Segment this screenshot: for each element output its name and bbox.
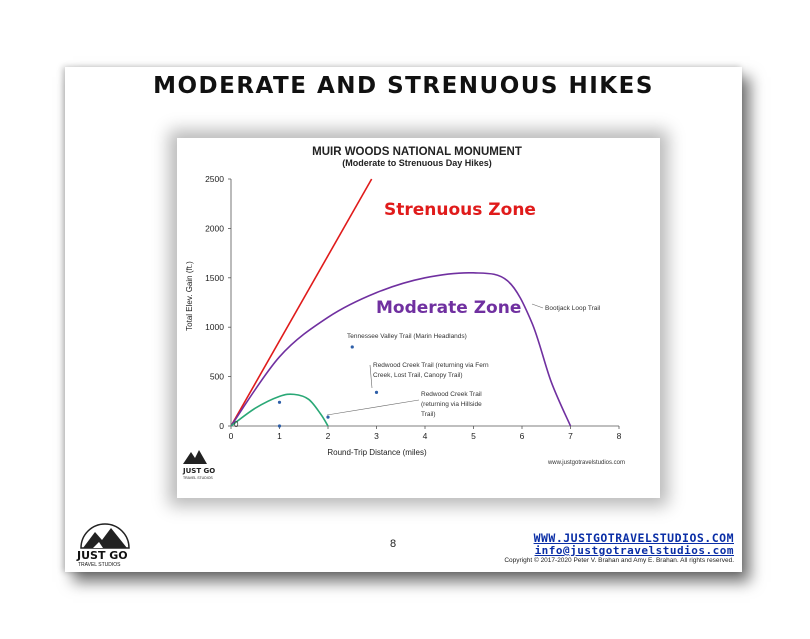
chart-logo-text: JUST GO bbox=[182, 467, 215, 475]
y-tick-label: 1000 bbox=[205, 322, 224, 332]
y-tick-label: 0 bbox=[219, 421, 224, 431]
redwood-fern-label: Redwood Creek Trail (returning via Fern … bbox=[373, 362, 490, 379]
chart-axes: 0 1 2 3 4 5 6 7 8 0 500 1000 1500 2000 2500 bbox=[205, 174, 622, 441]
x-tick-label: 6 bbox=[520, 431, 525, 441]
redwood-hillside-leader-line bbox=[326, 399, 420, 416]
y-tick-label: 2000 bbox=[205, 223, 224, 233]
origin-annotation: 0 bbox=[234, 420, 239, 429]
copyright-notice: Copyright © 2017-2020 Peter V. Brahan an… bbox=[504, 557, 734, 564]
y-tick-label: 2500 bbox=[205, 174, 224, 184]
hike-point bbox=[277, 424, 282, 428]
just-go-logo: JUST GO TRAVEL STUDIOS bbox=[76, 523, 130, 568]
logo-text: JUST GO bbox=[76, 549, 128, 562]
mountain-sun-icon bbox=[80, 523, 130, 549]
moderate-boundary-curve bbox=[230, 271, 572, 427]
x-tick-label: 3 bbox=[374, 431, 379, 441]
bootjack-loop-label: Bootjack Loop Trail bbox=[545, 305, 601, 312]
hike-point bbox=[350, 345, 354, 349]
y-tick-label: 1500 bbox=[205, 273, 224, 283]
hike-point bbox=[326, 415, 330, 419]
redwood-fern-leader-line bbox=[369, 364, 373, 389]
logo-subtext: TRAVEL STUDIOS bbox=[78, 562, 121, 568]
y-axis-label: Total Elev. Gain (ft.) bbox=[185, 261, 194, 331]
strenuous-boundary-line bbox=[230, 178, 373, 427]
chart-subtitle: (Moderate to Strenuous Day Hikes) bbox=[342, 158, 492, 168]
tennessee-valley-label: Tennessee Valley Trail (Marin Headlands) bbox=[347, 333, 467, 340]
x-tick-label: 4 bbox=[423, 431, 428, 441]
easy-boundary-curve bbox=[230, 393, 329, 427]
chart-title: MUIR WOODS NATIONAL MONUMENT bbox=[312, 146, 522, 158]
chart-logo-subtext: TRAVEL STUDIOS bbox=[183, 476, 213, 480]
website-link[interactable]: WWW.JUSTGOTRAVELSTUDIOS.COM bbox=[533, 531, 734, 545]
slide: MODERATE AND STRENUOUS HIKES MUIR WOODS … bbox=[65, 67, 742, 572]
chart-points bbox=[277, 345, 379, 428]
x-tick-label: 0 bbox=[229, 431, 234, 441]
chart-labels: Strenuous Zone Moderate Zone Bootjack Lo… bbox=[234, 200, 601, 429]
email-link[interactable]: info@justgotravelstudios.com bbox=[534, 544, 734, 557]
x-tick-label: 2 bbox=[326, 431, 331, 441]
redwood-hillside-label: Redwood Creek Trail (returning via Hills… bbox=[421, 391, 484, 418]
chart-logo: JUST GO TRAVEL STUDIOS bbox=[182, 450, 215, 480]
slide-title: MODERATE AND STRENUOUS HIKES bbox=[153, 73, 654, 99]
x-tick-label: 5 bbox=[471, 431, 476, 441]
x-axis-label: Round-Trip Distance (miles) bbox=[327, 448, 427, 457]
chart-boundaries bbox=[230, 178, 572, 427]
x-tick-label: 8 bbox=[617, 431, 622, 441]
x-tick-label: 1 bbox=[277, 431, 282, 441]
bootjack-leader-line bbox=[531, 303, 544, 309]
chart-watermark: www.justgotravelstudios.com bbox=[547, 460, 625, 466]
y-tick-label: 500 bbox=[210, 372, 224, 382]
hike-point bbox=[374, 390, 379, 395]
page-number: 8 bbox=[390, 538, 397, 550]
moderate-zone-label: Moderate Zone bbox=[376, 298, 521, 318]
x-tick-label: 7 bbox=[568, 431, 573, 441]
elevation-chart: MUIR WOODS NATIONAL MONUMENT (Moderate t… bbox=[182, 146, 625, 480]
hike-point bbox=[277, 400, 282, 404]
strenuous-zone-label: Strenuous Zone bbox=[384, 200, 536, 220]
mountain-icon bbox=[183, 450, 207, 464]
chart-card: MUIR WOODS NATIONAL MONUMENT (Moderate t… bbox=[177, 138, 660, 498]
